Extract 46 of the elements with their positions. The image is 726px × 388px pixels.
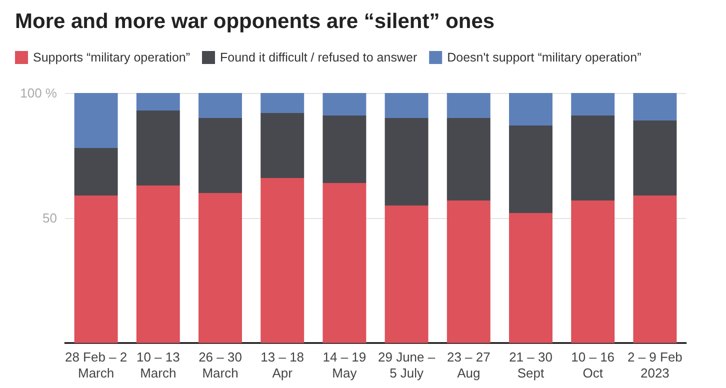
x-tick-label: 2 – 9 Feb 2023 — [627, 350, 682, 380]
bar — [136, 93, 180, 110]
legend-label: Supports “military operation” — [33, 50, 190, 64]
bar — [384, 206, 428, 343]
x-tick-label: 23 – 27 Aug — [446, 350, 490, 380]
bar — [74, 196, 118, 343]
legend-label: Found it difficult / refused to answer — [220, 50, 418, 64]
bar — [198, 193, 242, 343]
x-tick-label: 10 – 13 March — [136, 350, 180, 380]
bar — [74, 148, 118, 196]
bar — [384, 118, 428, 206]
bar — [260, 93, 304, 113]
bar — [198, 118, 242, 193]
bar — [260, 113, 304, 178]
bar — [509, 213, 552, 343]
bar — [322, 93, 366, 116]
bar — [322, 183, 366, 343]
x-tick-label: 14 – 19 May — [322, 350, 366, 380]
bar — [198, 93, 242, 118]
bar — [633, 120, 677, 196]
bar — [136, 110, 180, 186]
y-tick-label: 100 % — [20, 86, 58, 100]
x-tick-label: 10 – 16 Oct — [571, 350, 615, 380]
bar — [446, 93, 490, 118]
bar — [260, 178, 304, 343]
bar — [571, 93, 615, 116]
bar — [509, 126, 552, 213]
y-tick-label: 50 — [42, 210, 57, 226]
bar — [509, 93, 552, 126]
bar — [571, 200, 615, 343]
bar — [136, 186, 180, 343]
bar — [446, 118, 490, 200]
bar — [74, 93, 118, 148]
bar — [322, 116, 366, 183]
bar — [633, 196, 677, 343]
bar — [384, 93, 428, 118]
legend-label: Doesn't support “military operation” — [447, 50, 642, 64]
x-tick-label: 21 – 30 Sept — [509, 350, 552, 380]
x-tick-label: 28 Feb – 2 March — [64, 350, 128, 380]
bar — [571, 116, 615, 200]
bar — [633, 93, 677, 120]
x-tick-label: 29 June – 5 July — [378, 350, 436, 380]
x-tick-label: 13 – 18 Apr — [260, 350, 304, 380]
x-tick-label: 26 – 30 March — [198, 350, 242, 380]
bar — [446, 200, 490, 343]
chart-title: More and more war opponents are “silent” ones — [15, 10, 495, 33]
